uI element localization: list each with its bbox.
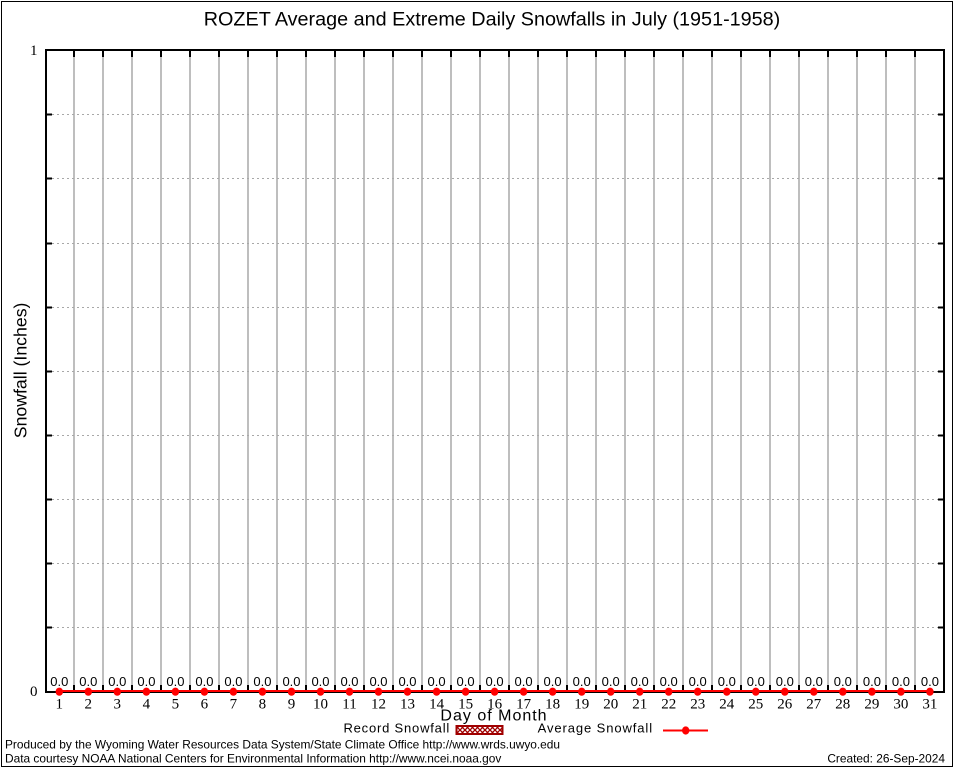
svg-text:22: 22 xyxy=(661,696,676,712)
svg-text:17: 17 xyxy=(516,696,532,712)
svg-text:0.0: 0.0 xyxy=(369,674,387,689)
svg-text:0.0: 0.0 xyxy=(457,674,475,689)
svg-text:25: 25 xyxy=(748,696,763,712)
svg-text:ROZET Average and Extreme Dail: ROZET Average and Extreme Daily Snowfall… xyxy=(204,9,781,31)
svg-text:0.0: 0.0 xyxy=(224,674,242,689)
svg-text:1: 1 xyxy=(56,696,64,712)
svg-text:21: 21 xyxy=(632,696,647,712)
svg-text:0.0: 0.0 xyxy=(428,674,446,689)
svg-text:0.0: 0.0 xyxy=(892,674,910,689)
svg-text:15: 15 xyxy=(458,696,473,712)
svg-text:0.0: 0.0 xyxy=(544,674,562,689)
svg-text:7: 7 xyxy=(230,696,238,712)
svg-text:1: 1 xyxy=(30,43,38,59)
svg-text:0.0: 0.0 xyxy=(660,674,678,689)
svg-text:0.0: 0.0 xyxy=(486,674,504,689)
svg-text:0.0: 0.0 xyxy=(631,674,649,689)
svg-text:9: 9 xyxy=(288,696,296,712)
svg-text:Produced by the Wyoming Water: Produced by the Wyoming Water Resources … xyxy=(5,737,560,751)
svg-text:0.0: 0.0 xyxy=(573,674,591,689)
svg-text:16: 16 xyxy=(487,696,503,712)
svg-text:29: 29 xyxy=(864,696,879,712)
svg-text:11: 11 xyxy=(342,696,356,712)
svg-text:5: 5 xyxy=(172,696,180,712)
svg-text:10: 10 xyxy=(313,696,328,712)
svg-text:0.0: 0.0 xyxy=(689,674,707,689)
svg-text:0.0: 0.0 xyxy=(108,674,126,689)
svg-text:0.0: 0.0 xyxy=(253,674,271,689)
svg-text:0.0: 0.0 xyxy=(340,674,358,689)
svg-text:Created: 26-Sep-2024: Created: 26-Sep-2024 xyxy=(827,751,945,765)
svg-text:0.0: 0.0 xyxy=(863,674,881,689)
svg-text:Snowfall (Inches): Snowfall (Inches) xyxy=(11,303,31,439)
svg-text:24: 24 xyxy=(719,696,735,712)
svg-text:28: 28 xyxy=(835,696,850,712)
svg-text:31: 31 xyxy=(922,696,937,712)
svg-text:0.0: 0.0 xyxy=(747,674,765,689)
svg-text:0.0: 0.0 xyxy=(718,674,736,689)
svg-text:8: 8 xyxy=(259,696,267,712)
svg-text:0.0: 0.0 xyxy=(602,674,620,689)
svg-text:0.0: 0.0 xyxy=(166,674,184,689)
svg-text:23: 23 xyxy=(690,696,705,712)
svg-text:Average Snowfall: Average Snowfall xyxy=(538,721,653,736)
svg-text:0.0: 0.0 xyxy=(515,674,533,689)
svg-text:30: 30 xyxy=(893,696,908,712)
svg-text:0.0: 0.0 xyxy=(282,674,300,689)
svg-text:12: 12 xyxy=(371,696,386,712)
svg-text:2: 2 xyxy=(85,696,93,712)
svg-text:0.0: 0.0 xyxy=(805,674,823,689)
svg-text:Record Snowfall: Record Snowfall xyxy=(343,721,450,736)
svg-text:0.0: 0.0 xyxy=(921,674,939,689)
svg-text:0.0: 0.0 xyxy=(50,674,68,689)
svg-text:6: 6 xyxy=(201,696,209,712)
svg-text:19: 19 xyxy=(574,696,589,712)
svg-text:0.0: 0.0 xyxy=(79,674,97,689)
svg-text:Day of Month: Day of Month xyxy=(440,707,547,724)
svg-text:3: 3 xyxy=(114,696,122,712)
svg-text:18: 18 xyxy=(545,696,560,712)
svg-text:0.0: 0.0 xyxy=(311,674,329,689)
svg-text:14: 14 xyxy=(429,696,445,712)
svg-text:4: 4 xyxy=(143,696,151,712)
svg-text:26: 26 xyxy=(777,696,793,712)
svg-text:0.0: 0.0 xyxy=(776,674,794,689)
svg-text:27: 27 xyxy=(806,696,822,712)
svg-text:0.0: 0.0 xyxy=(137,674,155,689)
svg-text:0.0: 0.0 xyxy=(398,674,416,689)
svg-text:0.0: 0.0 xyxy=(195,674,213,689)
svg-text:0.0: 0.0 xyxy=(834,674,852,689)
svg-text:13: 13 xyxy=(400,696,415,712)
svg-text:0: 0 xyxy=(30,684,38,700)
svg-text:20: 20 xyxy=(603,696,618,712)
svg-text:Data courtesy NOAA National Ce: Data courtesy NOAA National Centers for … xyxy=(5,751,501,765)
